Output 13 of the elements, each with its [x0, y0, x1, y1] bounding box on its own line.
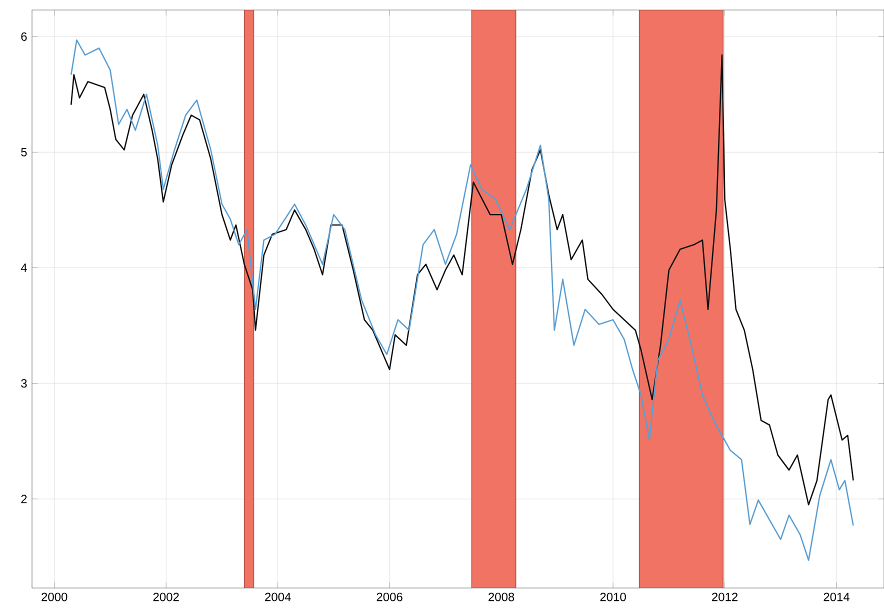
- y-tick-label: 5: [21, 148, 27, 156]
- x-tick-label: 2012: [712, 592, 738, 602]
- x-tick-label: 2010: [600, 592, 626, 602]
- y-tick-label: 3: [21, 379, 27, 388]
- y-tick-label: 2: [21, 494, 27, 504]
- x-tick-label: 2000: [42, 592, 68, 602]
- x-tick-label: 2002: [153, 592, 179, 602]
- x-tick-label: 2008: [488, 592, 514, 602]
- y-tick-label: 6: [21, 32, 27, 41]
- y-tick-label: 4: [20, 264, 27, 272]
- x-tick-label: 2004: [265, 592, 291, 602]
- x-tick-label: 2014: [824, 592, 850, 602]
- x-tick-label: 2006: [376, 592, 402, 602]
